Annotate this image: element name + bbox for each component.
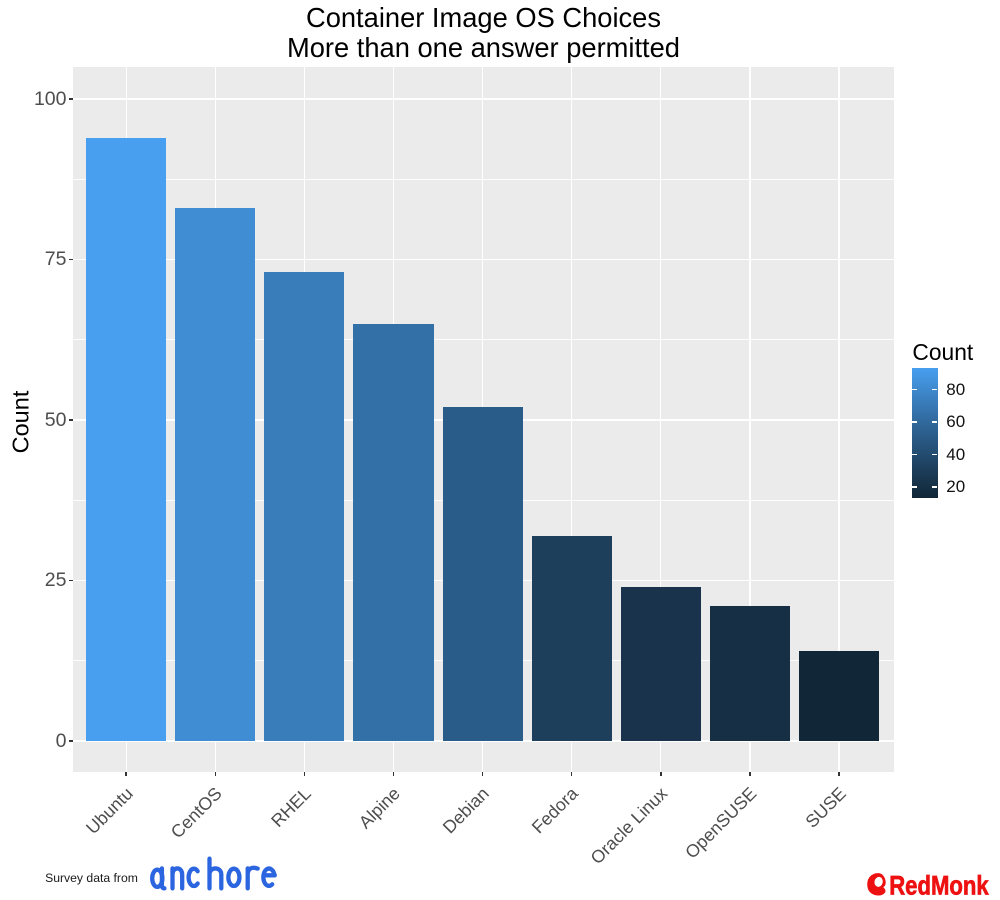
svg-text:RedMonk: RedMonk xyxy=(889,871,989,900)
